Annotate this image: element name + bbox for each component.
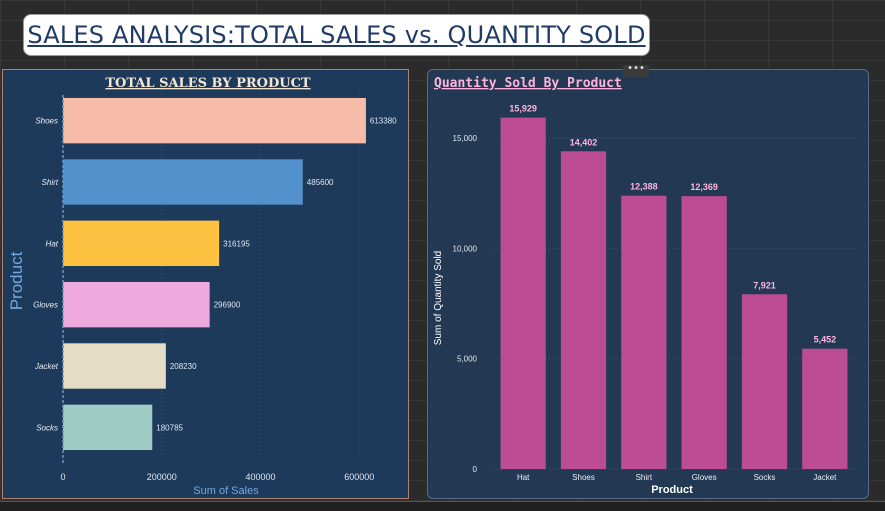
sales-chart-x-tick-label: 600000: [344, 472, 374, 482]
sales-chart-bars: 613380 485600 316195 296900 208230 180785: [63, 97, 397, 451]
sales-category-label: Shoes: [35, 117, 58, 126]
sales-bar: [63, 281, 210, 328]
sales-bar: [63, 159, 303, 205]
quantity-category-label: Jacket: [813, 473, 837, 482]
sales-category-label: Jacket: [34, 362, 59, 371]
quantity-bar: [802, 348, 848, 469]
sales-category-label: Socks: [36, 423, 58, 432]
quantity-value-label: 15,929: [509, 104, 537, 114]
sales-value-label: 296900: [214, 301, 241, 310]
sales-category-label: Hat: [46, 239, 59, 248]
bottom-status-bar: [0, 501, 885, 511]
sales-bar: [63, 404, 153, 451]
quantity-bar: [500, 117, 546, 469]
quantity-category-label: Socks: [754, 473, 776, 482]
quantity-category-label: Gloves: [692, 473, 717, 482]
quantity-chart-y-tick-label: 10,000: [453, 244, 478, 253]
sales-chart-y-axis-label: Product: [7, 251, 26, 310]
sales-chart-x-tick-label: 400000: [246, 472, 276, 482]
sales-value-label: 208230: [170, 362, 197, 371]
quantity-value-label: 5,452: [814, 335, 837, 345]
quantity-bar: [741, 294, 788, 469]
dashboard-title: SALES ANALYSIS:TOTAL SALES vs. QUANTITY …: [27, 21, 646, 49]
quantity-chart-bars: 15,929 14,402 12,388 12,369 7,921 5,452: [500, 104, 848, 470]
quantity-category-label: Shirt: [636, 473, 653, 482]
quantity-chart-y-axis-label: Sum of Quantity Sold: [433, 251, 444, 346]
quantity-bar: [621, 195, 667, 470]
sales-chart-title: TOTAL SALES BY PRODUCT: [105, 76, 311, 91]
quantity-chart-y-tick-label: 5,000: [457, 355, 478, 364]
quantity-chart: Quantity Sold By Product 15,929 14,402 12,…: [433, 76, 855, 496]
quantity-chart-y-tick-label: 0: [473, 465, 478, 474]
sales-category-label: Shirt: [42, 178, 59, 187]
quantity-value-label: 12,388: [630, 182, 658, 192]
sales-value-label: 180785: [156, 423, 183, 432]
quantity-chart-axis: 0 5,000 10,000 15,000 Hat Shoes Shirt Gloves Soc…: [453, 134, 838, 482]
sales-chart-gridlines: [161, 90, 360, 458]
quantity-bar: [681, 196, 727, 469]
quantity-value-label: 12,369: [690, 182, 718, 192]
sales-category-label: Gloves: [33, 301, 58, 310]
sales-chart-panel[interactable]: TOTAL SALES BY PRODUCT 613380 485600 31619…: [2, 69, 409, 499]
sales-value-label: 485600: [307, 178, 334, 187]
quantity-chart-panel[interactable]: Quantity Sold By Product 15,929 14,402 12,…: [427, 69, 869, 499]
more-options-icon[interactable]: •••: [623, 64, 649, 77]
sales-bar: [63, 343, 166, 389]
sales-chart: TOTAL SALES BY PRODUCT 613380 485600 31619…: [7, 76, 397, 497]
quantity-chart-gridlines: [493, 137, 855, 470]
quantity-chart-title: Quantity Sold By Product: [434, 76, 622, 91]
sales-chart-x-axis-label: Sum of Sales: [193, 485, 259, 497]
sales-value-label: 316195: [223, 239, 250, 248]
quantity-chart-y-tick-label: 15,000: [453, 134, 478, 143]
quantity-chart-x-axis-label: Product: [651, 484, 693, 496]
sales-bar: [63, 220, 220, 267]
sales-bar: [63, 97, 366, 144]
quantity-category-label: Hat: [517, 473, 530, 482]
quantity-category-label: Shoes: [572, 473, 595, 482]
sales-chart-x-tick-label: 200000: [147, 472, 177, 482]
quantity-bar: [560, 151, 607, 469]
dashboard-title-box: SALES ANALYSIS:TOTAL SALES vs. QUANTITY …: [23, 14, 650, 56]
quantity-value-label: 14,402: [570, 137, 598, 147]
sales-chart-x-tick-label: 0: [60, 472, 65, 482]
quantity-value-label: 7,921: [753, 280, 776, 290]
sales-chart-axis: 0 200000 400000 600000 Shoes Shirt Hat Gloves Ja…: [33, 95, 374, 482]
sales-value-label: 613380: [370, 117, 397, 126]
